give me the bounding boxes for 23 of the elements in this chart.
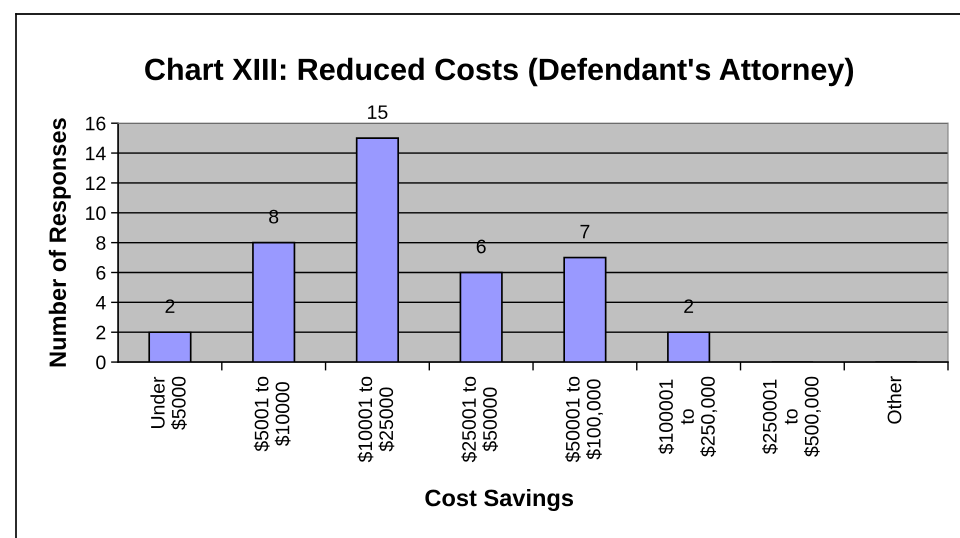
x-axis-title: Cost Savings (425, 488, 574, 512)
x-tick-label: $100001 to $250,000 (658, 376, 718, 457)
data-label: 6 (476, 240, 486, 254)
y-tick-label: 4 (96, 296, 106, 310)
x-tick-label: Under $5000 (150, 376, 187, 430)
y-tick-label: 10 (86, 206, 106, 220)
x-tick-label: Other (887, 376, 902, 424)
y-tick-label: 12 (86, 176, 106, 190)
x-tick-label: $25001 to $50000 (461, 376, 498, 462)
data-label: 15 (368, 105, 388, 120)
chart-title: Chart XIII: Reduced Costs (Defendant's Attorney) (145, 58, 854, 86)
y-tick-label: 14 (86, 146, 106, 160)
data-label: 7 (580, 224, 590, 238)
y-tick-label: 0 (96, 356, 106, 370)
y-tick-label: 16 (86, 116, 106, 130)
x-tick-label: $50001 to $100,000 (565, 376, 603, 462)
y-tick-label: 2 (96, 326, 106, 340)
x-tick-label: $10001 to $25000 (358, 376, 394, 462)
y-tick-label: 6 (96, 266, 106, 280)
x-tick-label: $5001 to $10000 (254, 376, 291, 452)
y-axis-title: Number of Responses (48, 118, 71, 366)
x-tick-label: $250001 to $500,000 (762, 376, 821, 457)
y-tick-label: 8 (96, 236, 106, 250)
